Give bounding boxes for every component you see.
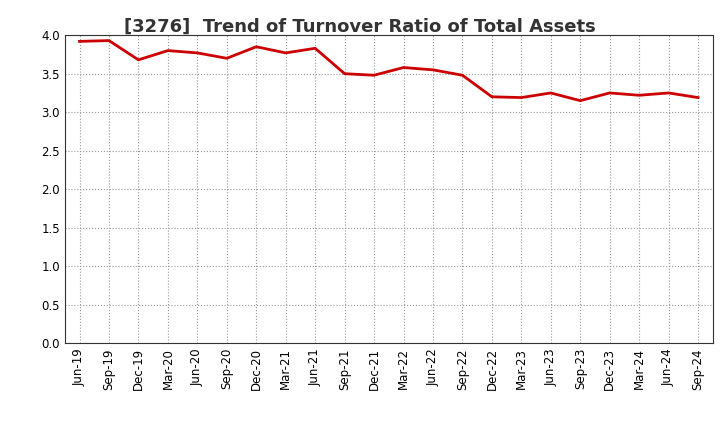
Text: [3276]  Trend of Turnover Ratio of Total Assets: [3276] Trend of Turnover Ratio of Total … — [124, 18, 596, 36]
